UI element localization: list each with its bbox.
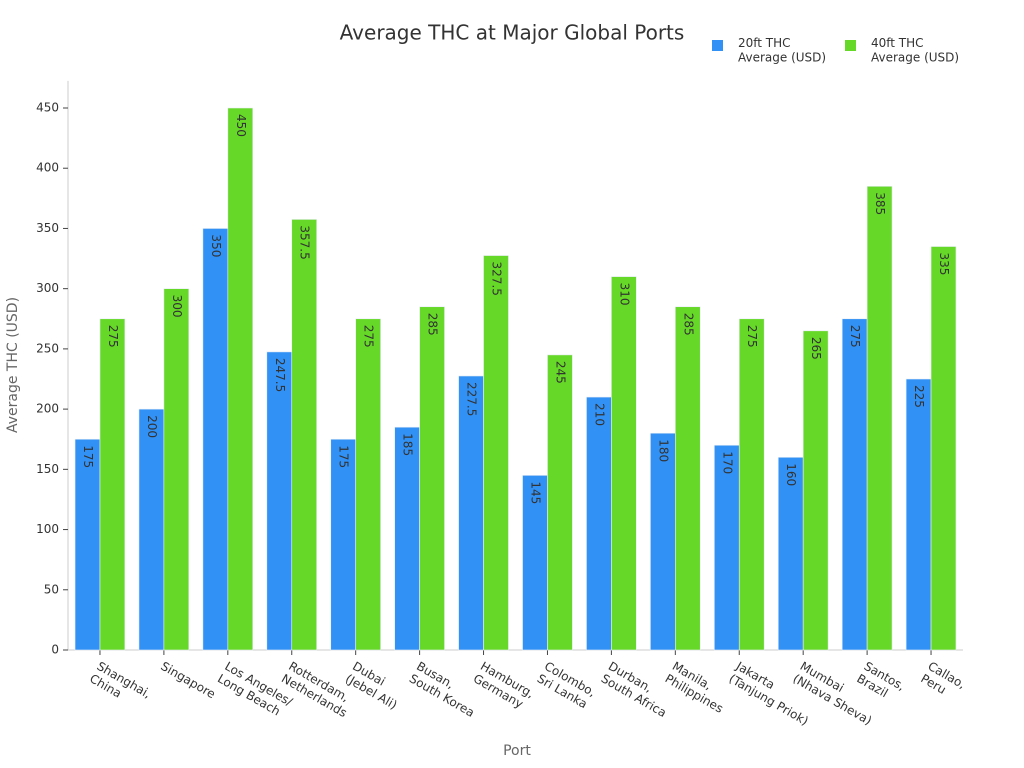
x-tick-label: Colombo,Sri Lanka: [535, 659, 598, 712]
chart-title: Average THC at Major Global Ports: [340, 21, 685, 45]
x-tick-label: Shanghai,China: [87, 659, 153, 714]
legend-swatch: [712, 40, 723, 51]
value-label: 350: [209, 234, 223, 257]
bar: [930, 246, 957, 651]
y-tick-label: 100: [36, 522, 59, 536]
bar: [905, 378, 932, 651]
x-tick-label: Manila,Philippines: [663, 659, 733, 716]
x-tick-label: Durban,South Africa: [599, 659, 676, 720]
bar: [266, 351, 293, 651]
value-label: 310: [617, 283, 631, 306]
bar: [738, 318, 765, 651]
value-label: 170: [720, 451, 734, 474]
x-tick-label: Los Angeles/Long Beach: [215, 659, 296, 722]
bar: [163, 288, 190, 651]
x-tick-label: Singapore: [158, 659, 217, 701]
bar: [522, 475, 548, 651]
bar: [841, 318, 868, 651]
bar: [394, 426, 420, 651]
value-label: 285: [426, 313, 440, 336]
bar: [611, 276, 637, 651]
bar: [227, 107, 254, 651]
bar: [419, 306, 445, 651]
value-label: 185: [401, 433, 415, 456]
legend-swatch: [845, 40, 856, 51]
y-axis-title: Average THC (USD): [5, 297, 21, 433]
value-label: 245: [553, 361, 567, 384]
value-label: 200: [145, 415, 159, 438]
value-label: 300: [170, 295, 184, 318]
y-tick-label: 450: [36, 101, 59, 115]
bar: [202, 228, 229, 651]
bar: [355, 318, 381, 651]
value-label: 275: [362, 325, 376, 348]
bar: [330, 438, 356, 651]
value-label: 275: [745, 325, 759, 348]
value-label: 145: [528, 481, 542, 504]
bar: [483, 255, 509, 651]
y-tick-label: 400: [36, 161, 59, 175]
value-label: 210: [592, 403, 606, 426]
bar: [714, 444, 740, 651]
bar: [802, 330, 829, 651]
value-label: 275: [848, 325, 862, 348]
y-tick-label: 300: [36, 281, 59, 295]
x-tick-label: Dubai(Jebel Ali): [343, 659, 407, 712]
value-label: 225: [912, 385, 926, 408]
bar: [99, 318, 126, 651]
bar: [138, 408, 165, 651]
value-label: 335: [937, 253, 951, 276]
y-tick-label: 200: [36, 402, 59, 416]
value-label: 175: [337, 445, 351, 468]
value-label: 327.5: [490, 262, 504, 296]
y-tick-label: 150: [36, 462, 59, 476]
bar: [586, 396, 612, 651]
y-tick-label: 250: [36, 341, 59, 355]
legend-label: 40ft THC Average (USD): [871, 36, 959, 64]
y-tick-label: 350: [36, 221, 59, 235]
value-label: 175: [81, 445, 95, 468]
bar: [866, 185, 893, 651]
value-label: 265: [809, 337, 823, 360]
value-label: 450: [234, 114, 248, 137]
x-tick-label: Rotterdam,Netherlands: [279, 659, 357, 720]
bar: [777, 456, 804, 651]
y-tick-label: 0: [51, 643, 59, 657]
x-tick-label: Callao,Peru: [918, 659, 968, 704]
bar: [291, 219, 317, 651]
legend-label: 20ft THC Average (USD): [738, 36, 826, 64]
bar: [675, 306, 701, 651]
bar: [547, 354, 573, 651]
value-label: 180: [656, 439, 670, 462]
y-tick-label: 50: [44, 582, 59, 596]
x-tick-label: Busan,South Korea: [407, 659, 484, 720]
x-axis-title: Port: [503, 743, 531, 759]
bar: [458, 375, 484, 651]
bar: [650, 432, 676, 651]
value-label: 227.5: [465, 382, 479, 416]
bar: [74, 438, 101, 651]
value-label: 385: [873, 192, 887, 215]
value-label: 160: [784, 463, 798, 486]
value-label: 275: [106, 325, 120, 348]
value-label: 247.5: [273, 358, 287, 392]
value-label: 357.5: [298, 225, 312, 259]
x-tick-label: Santos,Brazil: [854, 659, 907, 706]
value-label: 285: [681, 313, 695, 336]
x-tick-label: Hamburg,Germany: [471, 659, 537, 713]
